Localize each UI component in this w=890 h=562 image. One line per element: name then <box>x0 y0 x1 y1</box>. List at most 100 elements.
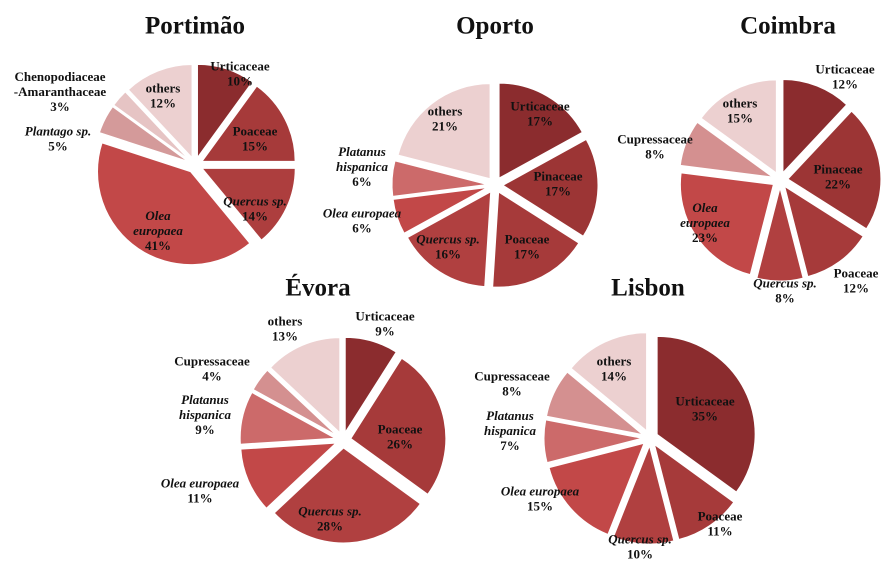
slice-value: 13% <box>272 328 298 343</box>
slice-label: Olea europaea <box>323 205 402 220</box>
slice-label: Platanus hispanica <box>484 408 537 438</box>
slice-value: 10% <box>227 73 253 88</box>
pie-slice <box>543 419 643 464</box>
slice-value: 8% <box>775 290 795 305</box>
slice-value: 7% <box>500 438 520 453</box>
slice-label: Cupressaceae <box>474 368 550 383</box>
chart-title: Évora <box>285 274 351 302</box>
pie-slice <box>700 79 777 174</box>
slice-value: 41% <box>145 238 171 253</box>
pie-slice <box>391 160 488 197</box>
pie-slice <box>201 167 296 241</box>
slice-value: 35% <box>692 408 718 423</box>
chart-title: Portimão <box>145 13 245 40</box>
slice-label: Olea europaea <box>680 200 730 230</box>
slice-label: Urticaceae <box>210 58 269 73</box>
chart-title: Coimbra <box>740 13 836 40</box>
pie-slice <box>545 371 644 436</box>
slice-label: others <box>146 80 181 95</box>
slice-label: others <box>428 103 463 118</box>
slice-value: 17% <box>545 183 571 198</box>
pie-slice <box>502 138 599 237</box>
slice-value: 17% <box>527 113 553 128</box>
slice-label: Poaceae <box>378 421 423 436</box>
pie-slice <box>344 336 397 435</box>
pie-slice <box>350 357 447 496</box>
slice-label: Quercus sp. <box>223 193 287 208</box>
pie-slice <box>498 82 584 179</box>
pie-slice <box>406 190 492 288</box>
chart-title: Oporto <box>456 13 534 40</box>
pie-slice <box>113 91 190 161</box>
pie-slice <box>782 79 848 174</box>
pie-slice <box>240 442 338 509</box>
slice-value: 6% <box>352 174 372 189</box>
pie-slice <box>97 142 251 266</box>
pie-slice <box>127 64 193 159</box>
pie-slice <box>570 332 648 432</box>
pie-slice <box>612 444 675 545</box>
slice-value: 16% <box>435 246 461 261</box>
pie-slice <box>679 172 775 276</box>
slice-value: 5% <box>48 138 68 153</box>
pie-slice <box>787 110 882 230</box>
slice-label: Olea europaea <box>501 483 580 498</box>
pie-slice <box>252 369 337 436</box>
slice-label: Quercus sp. <box>753 275 817 290</box>
slice-label: Quercus sp. <box>298 503 362 518</box>
slice-label: Urticaceae <box>675 393 734 408</box>
pie-slice <box>397 83 491 180</box>
slice-label: Urticaceae <box>815 61 874 76</box>
slice-value: 11% <box>187 490 212 505</box>
pie-slice <box>783 185 864 278</box>
pie-slice <box>679 121 773 178</box>
pie-slice <box>756 187 804 282</box>
slice-value: 12% <box>832 76 858 91</box>
slice-value: 9% <box>195 422 215 437</box>
slice-value: 28% <box>317 518 343 533</box>
pie-slice <box>269 337 341 434</box>
slice-value: 15% <box>727 110 753 125</box>
slice-value: 6% <box>352 220 372 235</box>
slice-label: Urticaceae <box>510 98 569 113</box>
slice-value: 3% <box>50 99 70 114</box>
pie-slice <box>653 443 735 541</box>
pie-slice <box>492 191 580 288</box>
slice-value: 14% <box>601 368 627 383</box>
slice-value: 8% <box>645 146 665 161</box>
slice-label: Cupressaceae <box>174 353 250 368</box>
slice-label: Platanus hispanica <box>179 392 232 422</box>
pie-slice <box>196 63 253 159</box>
slice-value: 26% <box>387 436 413 451</box>
slice-value: 10% <box>627 546 653 561</box>
slice-label: Poaceae <box>834 265 879 280</box>
slice-label: Quercus sp. <box>416 231 480 246</box>
slice-label: others <box>723 95 758 110</box>
slice-label: others <box>268 313 303 328</box>
slice-value: 15% <box>242 138 268 153</box>
slice-label: Chenopodiaceae -Amaranthaceae <box>14 69 107 99</box>
chart-title: Lisbon <box>611 275 685 302</box>
slice-value: 4% <box>202 368 222 383</box>
slice-label: Platanus hispanica <box>336 144 389 174</box>
slice-label: others <box>597 353 632 368</box>
slice-value: 14% <box>242 208 268 223</box>
slice-value: 23% <box>692 230 718 245</box>
slice-value: 12% <box>150 95 176 110</box>
slice-label: Poaceae <box>505 231 550 246</box>
pie-slice <box>656 335 756 493</box>
pie-slice <box>98 106 189 162</box>
pie-slice <box>201 85 296 162</box>
pie-slice <box>548 442 645 536</box>
slice-label: Quercus sp. <box>608 531 672 546</box>
pie-slice <box>273 447 422 544</box>
slice-label: Pinaceae <box>813 161 862 176</box>
slice-value: 9% <box>375 323 395 338</box>
slice-label: Plantago sp. <box>25 123 91 138</box>
slice-value: 22% <box>825 176 851 191</box>
slice-value: 17% <box>514 246 540 261</box>
slice-value: 8% <box>502 383 522 398</box>
slice-value: 15% <box>527 498 553 513</box>
slice-label: Poaceae <box>233 123 278 138</box>
